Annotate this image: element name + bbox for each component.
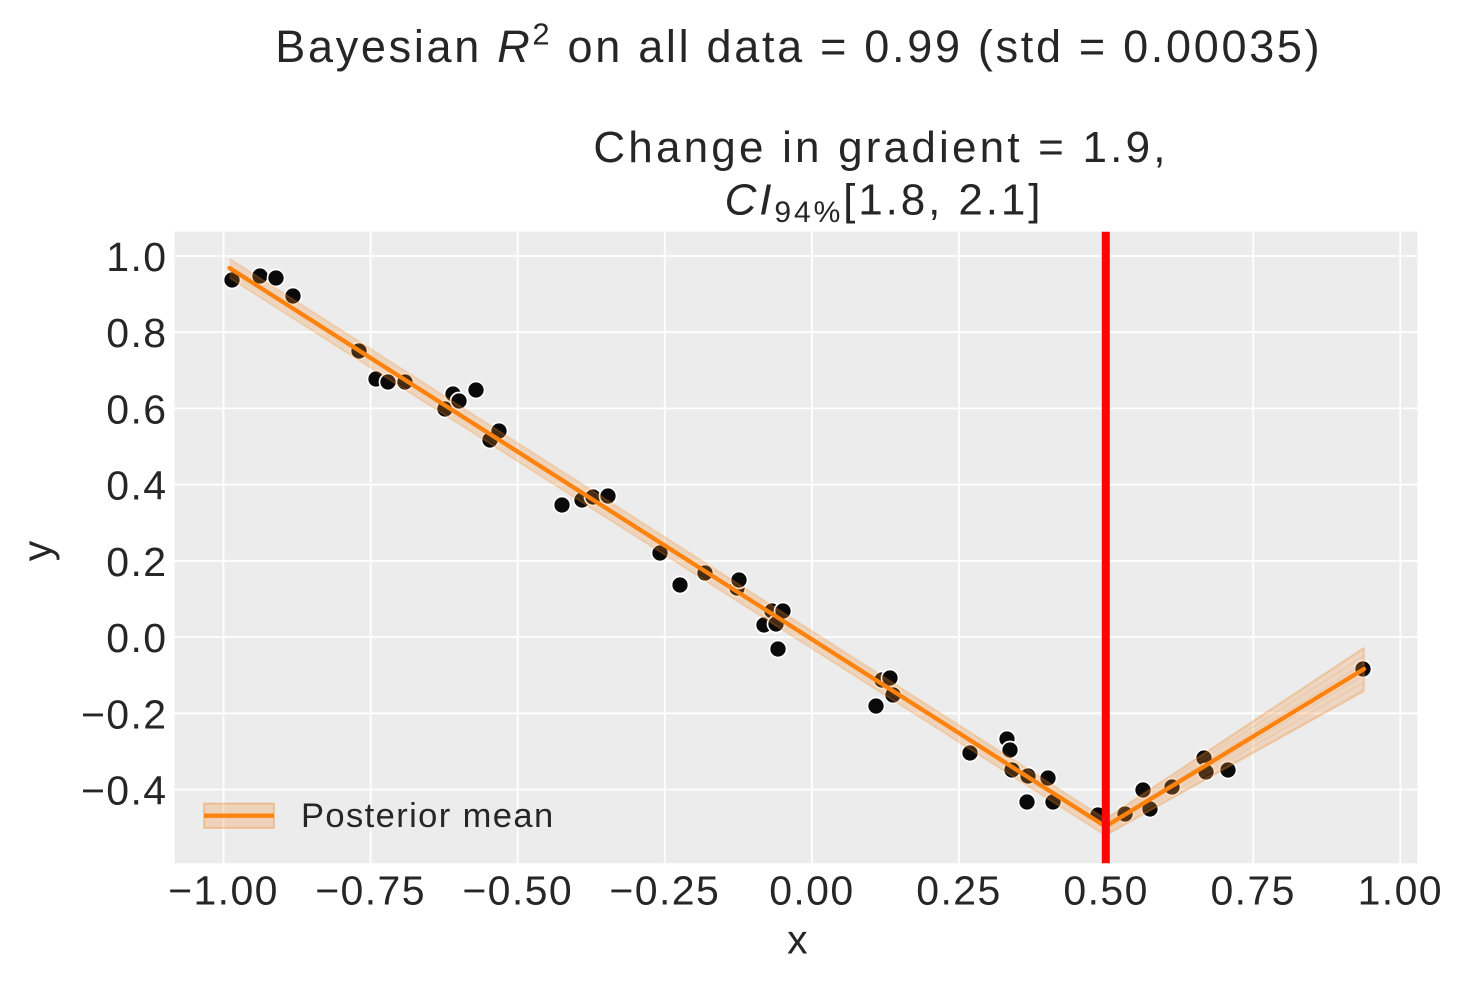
svg-text:1.00: 1.00 (1358, 868, 1443, 914)
svg-text:−0.50: −0.50 (462, 868, 573, 914)
svg-text:x: x (787, 917, 808, 963)
svg-text:−1.00: −1.00 (168, 868, 279, 914)
svg-text:0.6: 0.6 (106, 386, 167, 432)
svg-text:0.00: 0.00 (769, 868, 854, 914)
svg-text:0.4: 0.4 (106, 463, 167, 509)
svg-text:0.25: 0.25 (916, 868, 1001, 914)
svg-text:CI94%[1.8, 2.1]: CI94%[1.8, 2.1] (725, 176, 1044, 230)
svg-text:Posterior mean: Posterior mean (301, 797, 555, 835)
svg-text:0.2: 0.2 (106, 539, 167, 585)
svg-text:0.50: 0.50 (1063, 868, 1148, 914)
svg-text:1.0: 1.0 (106, 234, 167, 280)
svg-text:0.75: 0.75 (1210, 868, 1295, 914)
svg-text:−0.4: −0.4 (81, 768, 168, 814)
svg-text:−0.2: −0.2 (81, 691, 168, 737)
svg-text:Bayesian R2 on all data = 0.99: Bayesian R2 on all data = 0.99 (std = 0.… (275, 17, 1322, 73)
svg-text:−0.25: −0.25 (609, 868, 720, 914)
svg-text:−0.75: −0.75 (315, 868, 426, 914)
svg-text:0.8: 0.8 (106, 310, 167, 356)
svg-text:Change in gradient = 1.9,: Change in gradient = 1.9, (593, 123, 1168, 172)
svg-text:0.0: 0.0 (106, 615, 167, 661)
svg-text:y: y (14, 540, 60, 561)
